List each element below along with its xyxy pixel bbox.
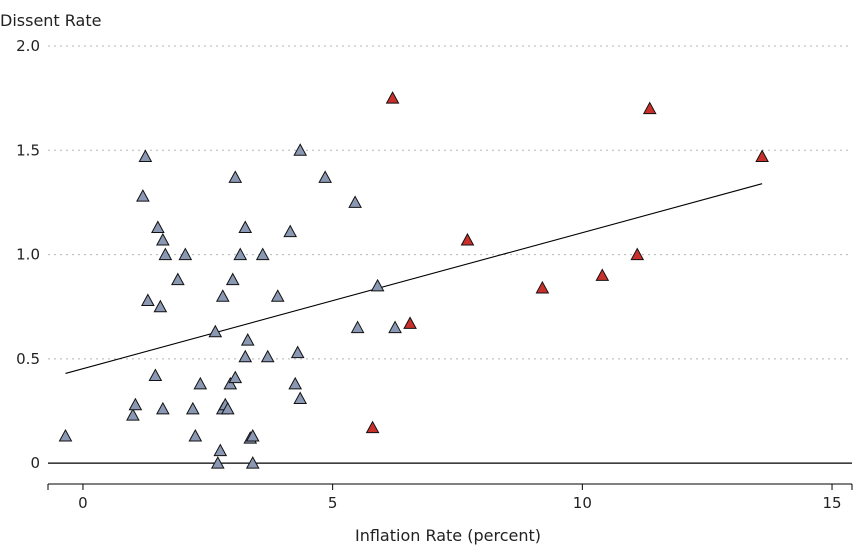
data-point-red bbox=[385, 91, 400, 104]
data-point-blue bbox=[255, 247, 270, 261]
data-point-blue bbox=[156, 401, 170, 415]
data-point-blue bbox=[225, 272, 240, 286]
data-point-blue bbox=[370, 278, 385, 292]
data-point-blue bbox=[290, 345, 305, 359]
y-tick-label: 0.5 bbox=[16, 350, 40, 368]
data-point-blue bbox=[288, 376, 303, 390]
x-tick-label: 0 bbox=[78, 494, 88, 512]
data-point-red bbox=[403, 316, 417, 329]
data-point-blue bbox=[260, 349, 275, 363]
data-point-red bbox=[642, 101, 657, 115]
data-point-blue bbox=[158, 247, 173, 261]
data-point-blue bbox=[141, 293, 155, 306]
data-point-blue bbox=[240, 333, 255, 346]
data-point-blue bbox=[220, 401, 235, 415]
x-axis-title: Inflation Rate (percent) bbox=[355, 526, 541, 545]
x-tick-label: 15 bbox=[822, 494, 841, 512]
data-point-blue bbox=[58, 428, 73, 442]
data-point-blue bbox=[228, 370, 243, 384]
y-axis-title: Dissent Rate bbox=[0, 11, 101, 30]
data-point-blue bbox=[210, 456, 225, 469]
data-point-blue bbox=[215, 289, 230, 302]
data-point-red bbox=[535, 280, 550, 294]
data-point-blue bbox=[293, 143, 308, 156]
data-point-blue bbox=[245, 456, 260, 469]
data-point-blue bbox=[148, 368, 163, 382]
regression-line bbox=[65, 183, 763, 374]
data-point-red bbox=[630, 247, 645, 261]
data-point-red bbox=[595, 268, 610, 281]
data-point-red bbox=[755, 149, 769, 163]
data-point-blue bbox=[233, 247, 248, 261]
data-point-blue bbox=[126, 408, 140, 421]
data-point-blue bbox=[228, 170, 243, 183]
data-point-blue bbox=[128, 397, 143, 411]
data-point-blue bbox=[223, 376, 238, 390]
data-point-blue bbox=[293, 391, 308, 404]
y-tick-label: 1.5 bbox=[16, 141, 40, 159]
data-point-blue bbox=[136, 189, 150, 202]
data-point-blue bbox=[388, 320, 402, 334]
data-point-blue bbox=[283, 224, 298, 238]
y-axis-tick-labels: 0 0.5 1.0 1.5 2.0 bbox=[16, 37, 40, 472]
data-point-blue bbox=[318, 170, 332, 183]
data-point-blue bbox=[270, 289, 285, 302]
data-point-blue bbox=[178, 247, 193, 261]
data-point-blue bbox=[213, 443, 228, 457]
data-points bbox=[58, 91, 769, 469]
y-tick-label: 1.0 bbox=[16, 246, 40, 264]
data-point-red bbox=[365, 420, 380, 434]
data-point-blue bbox=[170, 272, 185, 286]
y-tick-label: 0 bbox=[30, 454, 40, 472]
x-axis-ticks: 0 5 10 15 bbox=[47, 484, 853, 512]
data-point-blue bbox=[138, 149, 153, 163]
data-point-blue bbox=[350, 320, 365, 334]
data-point-red bbox=[460, 232, 475, 246]
data-point-blue bbox=[193, 376, 208, 390]
data-point-blue bbox=[185, 401, 200, 415]
data-point-blue bbox=[208, 324, 223, 338]
x-tick-label: 10 bbox=[573, 494, 592, 512]
x-tick-label: 5 bbox=[328, 494, 338, 512]
data-point-blue bbox=[156, 232, 170, 246]
data-point-blue bbox=[151, 220, 165, 233]
data-point-blue bbox=[245, 428, 260, 442]
data-point-blue bbox=[153, 299, 168, 313]
data-point-blue bbox=[238, 220, 253, 233]
data-point-blue bbox=[238, 349, 253, 363]
data-point-blue bbox=[188, 428, 203, 442]
gridlines bbox=[48, 45, 852, 360]
data-point-blue bbox=[348, 195, 362, 208]
y-tick-label: 2.0 bbox=[16, 37, 40, 55]
